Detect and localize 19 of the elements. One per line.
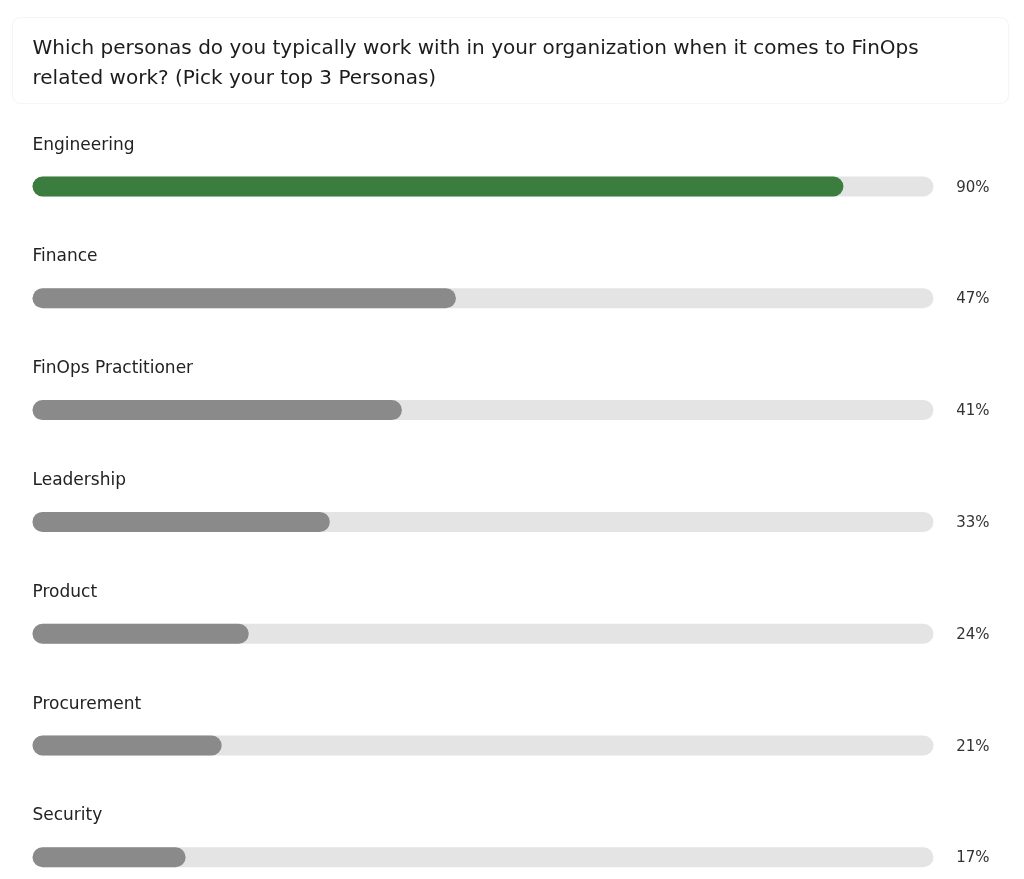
y-tick-label: Product	[32, 580, 98, 601]
data-label: 90%	[956, 177, 990, 196]
y-tick-label: Engineering	[32, 133, 135, 154]
data-label: 17%	[956, 848, 990, 867]
bar	[32, 847, 186, 868]
data-label: 21%	[956, 736, 990, 755]
y-tick-label: Leadership	[32, 468, 126, 489]
chart-title: Which personas do you typically work with in your organization when it comes to FinOps related work? (Pick your top 3 Personas)	[32, 34, 919, 89]
y-tick-label: Security	[32, 804, 103, 825]
data-label: 33%	[956, 512, 990, 531]
data-label: 47%	[956, 289, 990, 308]
y-tick-label: Finance	[32, 245, 98, 266]
bar	[32, 511, 330, 532]
data-label: 24%	[956, 624, 990, 643]
data-label: 41%	[956, 401, 990, 420]
y-tick-label: Procurement	[32, 692, 142, 713]
bar	[32, 735, 222, 756]
y-tick-label: FinOps Practitioner	[32, 357, 194, 378]
bar	[32, 623, 249, 644]
